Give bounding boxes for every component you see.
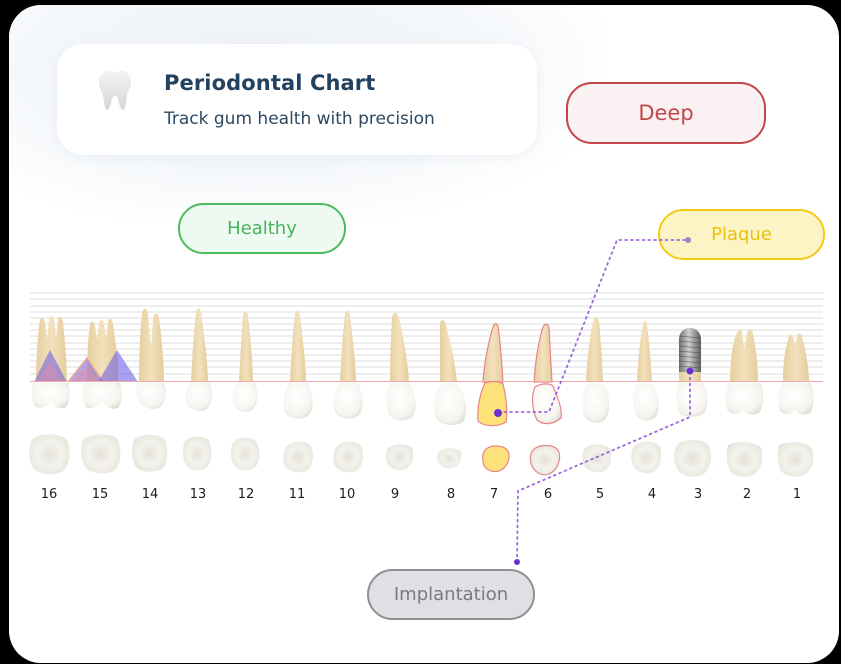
tooth-icon bbox=[99, 71, 131, 110]
tooth-10-crown[interactable] bbox=[333, 383, 363, 419]
tooth-8-crown[interactable] bbox=[434, 382, 467, 426]
tooth-6-occlusal[interactable] bbox=[529, 444, 561, 476]
tooth-number: 15 bbox=[92, 487, 109, 502]
tooth-9-occlusal[interactable] bbox=[385, 444, 414, 470]
tooth-roots bbox=[36, 308, 809, 383]
tooth-11-crown[interactable] bbox=[283, 383, 313, 419]
deep-pocket-markers bbox=[34, 350, 138, 383]
tooth-12-crown[interactable] bbox=[232, 383, 258, 412]
tooth-10-occlusal[interactable] bbox=[333, 441, 364, 473]
tooth-14-crown[interactable] bbox=[135, 383, 166, 409]
occlusal-view bbox=[29, 434, 814, 477]
tooth-number: 6 bbox=[544, 487, 552, 502]
tooth-number: 14 bbox=[142, 487, 159, 502]
tooth-6-crown[interactable] bbox=[531, 383, 562, 425]
header-card: Periodontal Chart Track gum health with … bbox=[57, 44, 537, 155]
tooth-number: 2 bbox=[743, 487, 751, 502]
tooth-number: 3 bbox=[694, 487, 702, 502]
tooth-1-crown[interactable] bbox=[778, 383, 814, 415]
tooth-4-occlusal[interactable] bbox=[631, 441, 662, 474]
tooth-7-crown[interactable] bbox=[477, 381, 508, 427]
tooth-4-crown[interactable] bbox=[633, 382, 659, 421]
tooth-number: 12 bbox=[238, 487, 255, 502]
tooth-8-occlusal[interactable] bbox=[437, 448, 462, 469]
tooth-5-crown[interactable] bbox=[582, 382, 610, 423]
tooth-number: 13 bbox=[190, 487, 207, 502]
tooth-number: 16 bbox=[41, 487, 58, 502]
tooth-11-occlusal[interactable] bbox=[283, 441, 314, 473]
legend-deep-badge[interactable]: Deep bbox=[566, 82, 766, 144]
tooth-7-occlusal[interactable] bbox=[482, 445, 510, 473]
tooth-13-crown[interactable] bbox=[185, 383, 212, 411]
plaque-connector bbox=[498, 239, 686, 413]
tooth-9-crown[interactable] bbox=[386, 383, 416, 421]
tooth-2-crown[interactable] bbox=[725, 383, 764, 415]
tooth-number: 9 bbox=[391, 487, 399, 502]
tooth-1-occlusal[interactable] bbox=[777, 442, 814, 477]
implantation-connector-dot bbox=[514, 559, 520, 565]
plaque-connector-dot bbox=[685, 237, 691, 243]
tooth-13-occlusal[interactable] bbox=[182, 436, 212, 471]
tooth-numbers: 16 15 14 13 12 11 10 9 8 7 6 5 4 3 2 1 bbox=[41, 487, 801, 502]
tooth-3-occlusal[interactable] bbox=[674, 439, 711, 477]
implantation-connector bbox=[516, 371, 691, 561]
tooth-number: 1 bbox=[793, 487, 801, 502]
legend-plaque-badge[interactable]: Plaque bbox=[658, 209, 825, 260]
tooth-number: 8 bbox=[447, 487, 455, 502]
tooth-number: 10 bbox=[339, 487, 356, 502]
tooth-number: 7 bbox=[490, 487, 498, 502]
tooth-number: 5 bbox=[596, 487, 604, 502]
tooth-12-occlusal[interactable] bbox=[230, 437, 260, 471]
plaque-anchor-dot bbox=[494, 409, 502, 417]
tooth-2-occlusal[interactable] bbox=[726, 442, 763, 477]
tooth-5-occlusal[interactable] bbox=[582, 444, 612, 473]
page-title: Periodontal Chart bbox=[164, 71, 376, 95]
tooth-number: 4 bbox=[648, 487, 656, 502]
legend-healthy-badge[interactable]: Healthy bbox=[178, 203, 346, 254]
tooth-crowns bbox=[31, 381, 814, 427]
tooth-3-crown[interactable] bbox=[675, 383, 708, 417]
page-subtitle: Track gum health with precision bbox=[164, 109, 435, 129]
tooth-15-occlusal[interactable] bbox=[81, 434, 121, 474]
tooth-16-occlusal[interactable] bbox=[29, 434, 70, 475]
tooth-16-crown[interactable] bbox=[31, 383, 70, 409]
tooth-number: 11 bbox=[289, 487, 306, 502]
tooth-14-occlusal[interactable] bbox=[131, 434, 168, 472]
tooth-15-crown[interactable] bbox=[82, 383, 122, 409]
implant-anchor-dot bbox=[686, 367, 694, 375]
legend-implantation-badge[interactable]: Implantation bbox=[367, 569, 535, 620]
